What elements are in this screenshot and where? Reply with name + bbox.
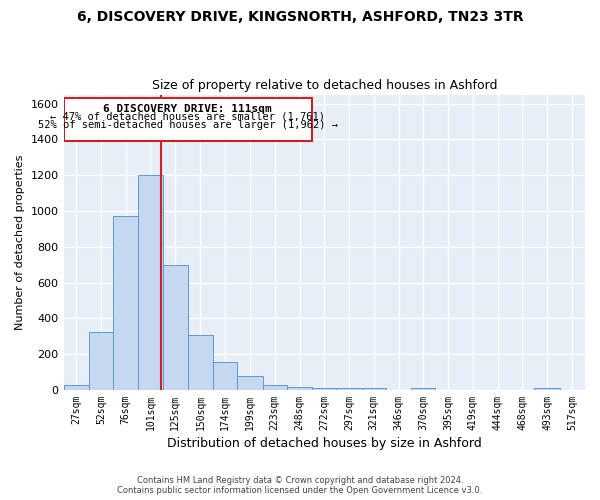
Bar bbox=[362, 388, 386, 390]
Bar bbox=[287, 388, 312, 390]
Bar bbox=[163, 264, 188, 390]
Text: 6, DISCOVERY DRIVE, KINGSNORTH, ASHFORD, TN23 3TR: 6, DISCOVERY DRIVE, KINGSNORTH, ASHFORD,… bbox=[77, 10, 523, 24]
Bar bbox=[535, 388, 560, 390]
Bar bbox=[213, 362, 238, 390]
Bar bbox=[337, 388, 362, 390]
Y-axis label: Number of detached properties: Number of detached properties bbox=[15, 154, 25, 330]
X-axis label: Distribution of detached houses by size in Ashford: Distribution of detached houses by size … bbox=[167, 437, 482, 450]
Bar bbox=[312, 388, 337, 390]
Bar bbox=[188, 336, 213, 390]
Bar bbox=[238, 376, 263, 390]
Bar bbox=[411, 388, 436, 390]
Bar bbox=[89, 332, 113, 390]
FancyBboxPatch shape bbox=[64, 98, 312, 141]
Bar bbox=[263, 386, 287, 390]
Bar bbox=[139, 175, 163, 390]
Title: Size of property relative to detached houses in Ashford: Size of property relative to detached ho… bbox=[152, 79, 497, 92]
Bar bbox=[64, 386, 89, 390]
Text: ← 47% of detached houses are smaller (1,761): ← 47% of detached houses are smaller (1,… bbox=[50, 112, 325, 122]
Text: Contains HM Land Registry data © Crown copyright and database right 2024.
Contai: Contains HM Land Registry data © Crown c… bbox=[118, 476, 482, 495]
Text: 6 DISCOVERY DRIVE: 111sqm: 6 DISCOVERY DRIVE: 111sqm bbox=[103, 104, 272, 114]
Text: 52% of semi-detached houses are larger (1,962) →: 52% of semi-detached houses are larger (… bbox=[38, 120, 338, 130]
Bar bbox=[113, 216, 139, 390]
